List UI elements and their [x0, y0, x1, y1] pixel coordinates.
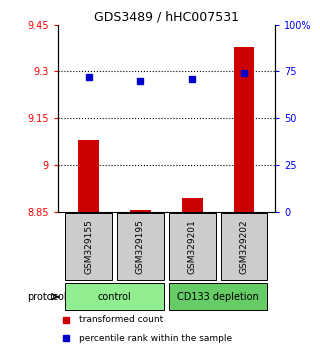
- Text: control: control: [98, 292, 132, 302]
- Title: GDS3489 / hHC007531: GDS3489 / hHC007531: [94, 11, 239, 24]
- Text: GSM329201: GSM329201: [188, 219, 197, 274]
- FancyBboxPatch shape: [169, 213, 216, 280]
- Text: transformed count: transformed count: [79, 315, 164, 324]
- FancyBboxPatch shape: [65, 283, 164, 310]
- Text: protocol: protocol: [27, 292, 67, 302]
- Bar: [78, 140, 99, 212]
- Text: GSM329155: GSM329155: [84, 219, 93, 274]
- FancyBboxPatch shape: [65, 213, 112, 280]
- Text: CD133 depletion: CD133 depletion: [177, 292, 259, 302]
- FancyBboxPatch shape: [221, 213, 268, 280]
- Text: GSM329202: GSM329202: [240, 219, 249, 274]
- FancyBboxPatch shape: [169, 283, 268, 310]
- FancyBboxPatch shape: [117, 213, 164, 280]
- Bar: [182, 198, 203, 212]
- Bar: [234, 47, 254, 212]
- Bar: [130, 210, 151, 212]
- Text: percentile rank within the sample: percentile rank within the sample: [79, 334, 233, 343]
- Text: GSM329195: GSM329195: [136, 219, 145, 274]
